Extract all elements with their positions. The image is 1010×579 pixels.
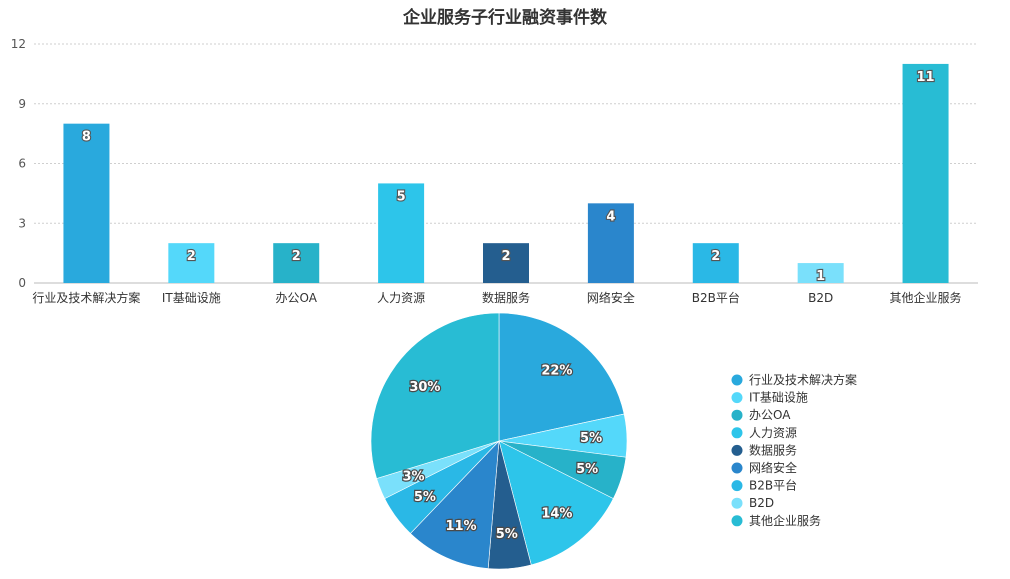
x-tick-label: 人力资源 xyxy=(377,291,425,305)
pie-percent-label: 5% xyxy=(496,527,518,542)
pie-slice xyxy=(370,312,500,479)
legend-swatch xyxy=(731,409,743,421)
legend-label: 网络安全 xyxy=(749,460,797,475)
legend-label: IT基础设施 xyxy=(749,391,808,405)
bar-data-label: 1 xyxy=(816,269,825,284)
legend-label: 办公OA xyxy=(749,407,791,422)
pie-percent-label: 11% xyxy=(445,519,476,534)
bar-data-label: 2 xyxy=(501,249,510,264)
bar xyxy=(587,203,634,283)
legend-swatch xyxy=(731,374,743,386)
pie-slice xyxy=(410,440,500,569)
pie-percent-label: 22% xyxy=(541,363,572,378)
bar xyxy=(273,243,320,283)
bar xyxy=(797,263,844,283)
bar xyxy=(483,243,529,283)
bar-data-label: 2 xyxy=(187,249,196,264)
x-tick-label: 办公OA xyxy=(275,290,317,305)
y-tick-label: 6 xyxy=(18,157,26,171)
legend-label: 行业及技术解决方案 xyxy=(749,372,857,387)
pie-percent-label: 5% xyxy=(576,462,598,477)
y-tick-label: 12 xyxy=(11,37,26,51)
x-tick-label: B2B平台 xyxy=(692,290,740,305)
pie-slice xyxy=(498,312,625,442)
legend-label: 数据服务 xyxy=(749,442,797,457)
legend-swatch xyxy=(731,497,743,509)
bar-data-label: 11 xyxy=(917,70,935,85)
legend-label: 其他企业服务 xyxy=(749,513,821,528)
pie-percent-label: 3% xyxy=(402,469,424,484)
legend-label: 人力资源 xyxy=(749,426,797,440)
x-tick-label: B2D xyxy=(808,291,833,305)
bar-data-label: 4 xyxy=(606,209,615,224)
bar xyxy=(63,123,110,284)
legend-label: B2D xyxy=(749,496,774,510)
bar xyxy=(168,243,215,283)
pie-labels: 22% 5% 5% 14% 5% 11% 5% 3% 30% xyxy=(401,362,603,543)
x-tick-label: 网络安全 xyxy=(587,290,635,305)
bar-x-axis: 行业及技术解决方案 IT基础设施 办公OA 人力资源 数据服务 网络安全 B2B平台 B2D 其… xyxy=(32,290,961,305)
bar-y-axis: 0 3 6 9 12 xyxy=(11,37,26,290)
y-tick-label: 9 xyxy=(18,97,26,111)
bar-data-label: 5 xyxy=(397,189,406,204)
bar xyxy=(902,63,949,283)
legend-swatch xyxy=(731,427,743,439)
pie-percent-label: 30% xyxy=(409,380,440,395)
chart-title: 企业服务子行业融资事件数 xyxy=(402,7,608,28)
y-tick-label: 3 xyxy=(18,216,26,230)
pie-percent-label: 5% xyxy=(414,490,436,505)
x-tick-label: 其他企业服务 xyxy=(890,290,962,305)
legend-label: B2B平台 xyxy=(749,478,797,493)
x-tick-label: 行业及技术解决方案 xyxy=(32,290,140,305)
bar-data-label: 8 xyxy=(82,130,91,145)
pie-percent-label: 5% xyxy=(580,431,602,446)
pie-percent-label: 14% xyxy=(541,507,572,522)
legend-swatch xyxy=(731,444,743,456)
bar-data-label: 2 xyxy=(711,249,720,264)
pie-chart xyxy=(370,312,628,570)
legend-swatch xyxy=(731,462,743,474)
legend-swatch xyxy=(731,392,743,404)
x-tick-label: 数据服务 xyxy=(482,290,530,305)
pie-slice xyxy=(498,440,614,566)
y-tick-label: 0 xyxy=(18,276,26,290)
bar xyxy=(378,183,425,283)
bar xyxy=(692,243,739,283)
x-tick-label: IT基础设施 xyxy=(162,291,221,305)
bar-data-label: 2 xyxy=(292,249,301,264)
legend-swatch xyxy=(731,480,743,492)
legend-swatch xyxy=(731,515,743,527)
